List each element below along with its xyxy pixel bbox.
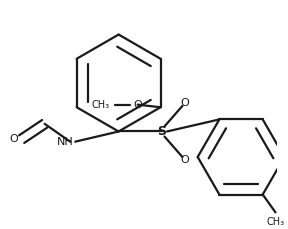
Text: O: O — [133, 100, 142, 110]
Text: NH: NH — [57, 137, 74, 147]
Text: O: O — [181, 98, 189, 108]
Text: CH₃: CH₃ — [266, 218, 285, 227]
Text: O: O — [9, 134, 18, 144]
Text: S: S — [158, 125, 166, 138]
Text: O: O — [181, 155, 189, 164]
Text: CH₃: CH₃ — [92, 100, 109, 110]
